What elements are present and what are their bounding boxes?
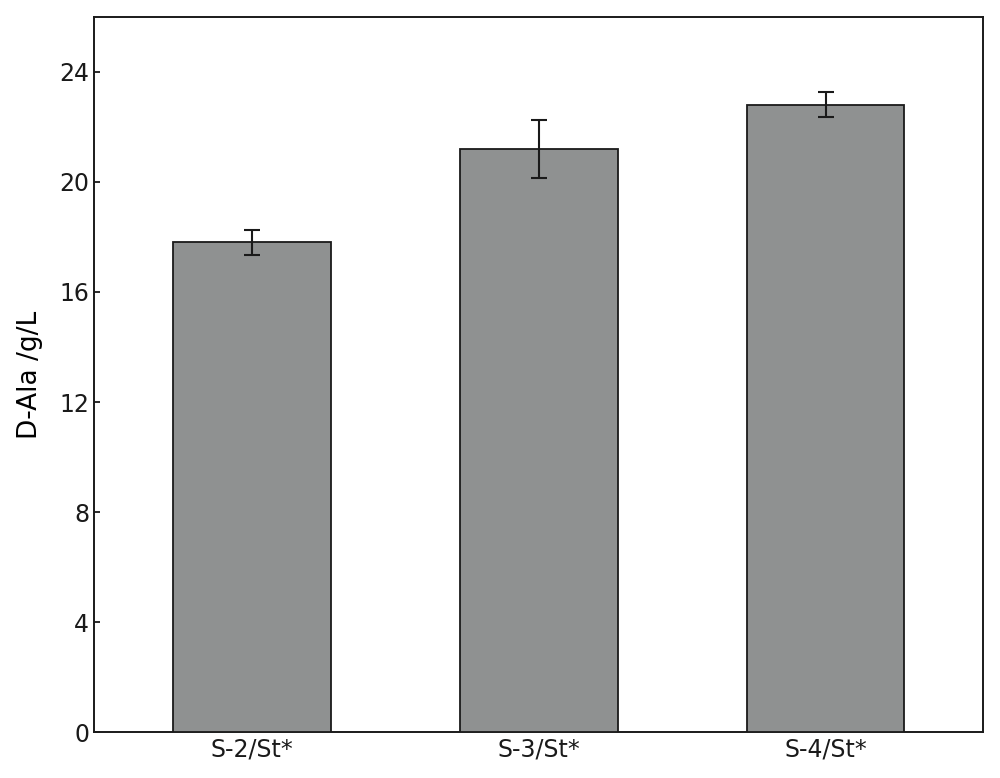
Bar [747, 105, 904, 732]
Bar [173, 243, 331, 732]
Bar [460, 149, 618, 732]
Y-axis label: D-Ala /g/L: D-Ala /g/L [17, 310, 43, 439]
